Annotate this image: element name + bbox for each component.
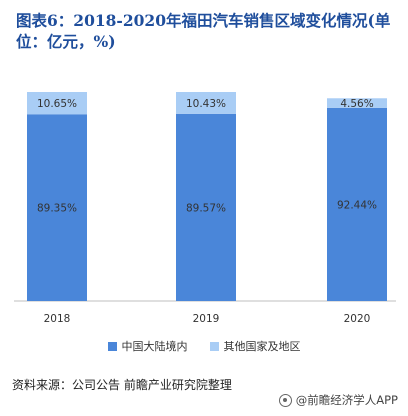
x-tick-group: 2018 2019 2020 bbox=[44, 313, 371, 325]
bar-2020-domestic bbox=[327, 107, 387, 301]
x-tick-label-2019: 2019 bbox=[193, 313, 220, 325]
brand-logo-icon bbox=[278, 393, 292, 407]
bar-2020-overseas bbox=[327, 98, 387, 108]
legend-item-domestic: 中国大陆境内 bbox=[107, 338, 188, 354]
data-label-2020-overseas: 4.56% bbox=[340, 98, 373, 110]
data-label-2019-domestic: 89.57% bbox=[186, 202, 226, 214]
bar-label-group: 89.35% 10.65% 89.57% 10.43% 92.44% 4.56% bbox=[37, 98, 377, 215]
source-note: 资料来源：公司公告 前瞻产业研究院整理 bbox=[12, 378, 232, 392]
bar-2018-domestic bbox=[27, 114, 87, 301]
data-label-2018-domestic: 89.35% bbox=[37, 203, 77, 215]
legend-label-overseas: 其他国家及地区 bbox=[223, 340, 301, 353]
legend-item-overseas: 其他国家及地区 bbox=[209, 338, 301, 354]
watermark-text: @前瞻经济学人APP bbox=[295, 393, 398, 407]
bar-2019-overseas bbox=[176, 92, 236, 114]
legend: 中国大陆境内 其他国家及地区 bbox=[0, 338, 408, 354]
chart-title: 图表6：2018-2020年福田汽车销售区域变化情况(单位：亿元，%) bbox=[16, 11, 391, 51]
bar-2019-domestic bbox=[176, 113, 236, 301]
data-label-2020-domestic: 92.44% bbox=[337, 199, 377, 211]
legend-label-domestic: 中国大陆境内 bbox=[121, 340, 188, 353]
data-label-2018-overseas: 10.65% bbox=[37, 98, 77, 110]
bar-2018-overseas bbox=[27, 92, 87, 115]
data-label-2019-overseas: 10.43% bbox=[186, 98, 226, 110]
watermark: @前瞻经济学人APP bbox=[278, 392, 398, 408]
legend-swatch-overseas bbox=[209, 341, 219, 351]
x-tick-label-2020: 2020 bbox=[344, 313, 371, 325]
bar-group bbox=[27, 92, 387, 301]
legend-swatch-domestic bbox=[107, 341, 117, 351]
x-tick-label-2018: 2018 bbox=[44, 313, 71, 325]
